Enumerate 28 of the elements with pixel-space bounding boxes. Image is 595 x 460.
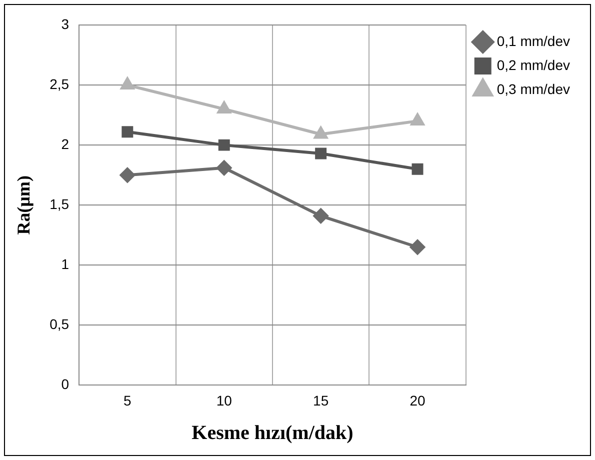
x-tick-label: 20 [410,392,426,408]
point [315,148,327,160]
point [314,126,328,139]
legend-label: 0,1 mm/dev [496,32,570,49]
x-tick-label: 10 [216,392,232,408]
y-tick-label: 3 [61,16,70,32]
y-tick-label: 1,5 [50,196,70,212]
point [122,126,134,138]
point [313,208,328,224]
y-tick-label: 2 [61,136,70,152]
x-tick-label: 5 [124,392,132,408]
x-axis-title: Kesme hızı(m/dak) [192,422,354,444]
x-tick-label: 15 [313,392,329,408]
legend-label: 0,2 mm/dev [496,56,570,73]
y-tick-label: 0,5 [50,316,70,332]
point [217,102,231,114]
point [410,240,426,255]
y-tick-label: 0 [61,376,70,392]
y-tick-label: 2,5 [50,76,70,92]
point [412,163,424,175]
point [410,114,424,126]
point [120,78,134,90]
y-tick-label: 1 [61,256,70,272]
y-axis-title: Ra(μm) [13,176,34,235]
point [216,160,232,176]
legend-label: 0,3 mm/dev [496,80,570,97]
point [120,168,135,183]
point [218,139,230,151]
